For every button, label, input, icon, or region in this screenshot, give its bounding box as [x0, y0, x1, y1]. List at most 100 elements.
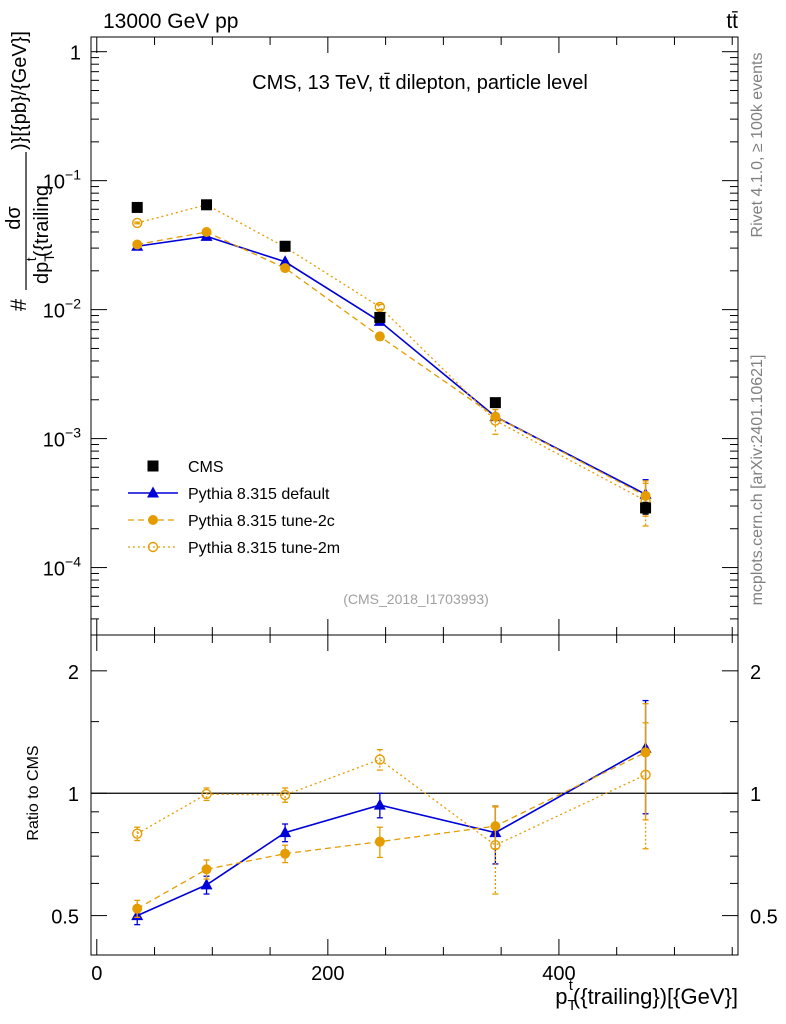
main-point-default	[279, 255, 292, 267]
ratio-point-tune2c	[280, 848, 291, 859]
y-tick-exponent: −3	[65, 425, 81, 441]
ratio-point-tune2m	[279, 789, 291, 801]
main-line-default	[137, 235, 646, 495]
legend-item-tune2c: Pythia 8.315 tune-2c	[128, 513, 335, 530]
main-point-tune2c	[374, 331, 385, 342]
y-label-prefix: #	[6, 298, 31, 311]
y-label-den-rest: ({trailing	[31, 185, 53, 257]
main-point-cms	[201, 199, 213, 211]
legend-marker-cms	[147, 460, 159, 472]
legend-marker-default	[147, 486, 159, 498]
ratio-axis-ticks: 0.5 0.5 1 1 2 2 0 200 400	[51, 635, 778, 985]
main-point-tune2c	[280, 263, 291, 274]
x-tick-label: 400	[542, 963, 575, 985]
ratio-plot-frame	[90, 634, 739, 956]
ratio-y-tick-label-right: 0.5	[750, 907, 778, 929]
y-label-denominator: dpTt({trailing	[23, 185, 57, 284]
legend-label-tune2c: Pythia 8.315 tune-2c	[188, 513, 335, 530]
ratio-line-tune2c	[136, 751, 646, 910]
y-tick-exponent: −2	[65, 296, 81, 312]
x-axis-label: pTt({trailing})[{GeV}]	[555, 977, 738, 1014]
y-tick-base: 10	[43, 430, 65, 452]
ratio-point-tune2c	[490, 821, 501, 832]
legend-item-default: Pythia 8.315 default	[128, 486, 330, 503]
ratio-y-tick-label: 1	[68, 784, 79, 806]
y-label-den-sup: t	[23, 257, 39, 261]
ratio-y-tick-label: 2	[68, 662, 79, 684]
main-axis-ticks: 110−110−210−310−4	[43, 37, 738, 636]
ratio-point-default	[373, 798, 386, 810]
x-label-rest: ({trailing})[{GeV}]	[573, 984, 738, 1009]
main-panel: CMS, 13 TeV, tt̄ dilepton, particle leve…	[3, 31, 739, 636]
ratio-line-default	[136, 747, 646, 917]
main-y-tick-label: 1	[70, 43, 81, 65]
ratio-y-tick-label-right: 1	[750, 784, 761, 806]
ratio-line-tune2m	[136, 758, 646, 846]
ratio-point-tune2c	[374, 836, 385, 847]
main-point-tune2m	[374, 301, 386, 313]
main-point-tune2c	[201, 226, 212, 237]
main-y-axis-label: # dσ dpTt({trailing )}[{pb}/{GeV}]	[3, 31, 57, 311]
main-series-group	[131, 199, 652, 527]
ratio-point-tune2c	[201, 864, 212, 875]
main-y-tick-label: 10−3	[43, 425, 81, 452]
y-label-suffix: )}[{pb}/{GeV}]	[9, 31, 31, 150]
ratio-y-tick-label-right: 2	[750, 662, 761, 684]
ratio-y-axis-label: Ratio to CMS	[25, 745, 42, 840]
main-line-tune2c	[137, 231, 646, 497]
main-line-tune2m	[137, 204, 646, 502]
legend-label-cms: CMS	[188, 459, 224, 476]
legend-item-tune2m: Pythia 8.315 tune-2m	[128, 540, 340, 557]
main-point-cms	[131, 201, 143, 213]
main-y-tick-label: 10−4	[43, 554, 81, 581]
process-label: tt̄	[726, 10, 738, 33]
ratio-series-default	[131, 699, 652, 926]
main-chart-title: CMS, 13 TeV, tt̄ dilepton, particle leve…	[252, 72, 588, 94]
legend: CMS Pythia 8.315 default Pythia 8.315 tune…	[128, 459, 340, 557]
main-point-cms	[374, 311, 386, 323]
mcplots-label: mcplots.cern.ch [arXiv:2401.10621]	[749, 355, 766, 606]
ratio-y-tick-label: 0.5	[51, 907, 79, 929]
main-point-tune2m	[490, 415, 501, 426]
ratio-point-tune2m	[374, 754, 386, 765]
x-tick-label: 200	[311, 963, 344, 985]
main-point-cms	[640, 502, 652, 514]
y-label-numerator: dσ	[3, 206, 25, 230]
legend-label-default: Pythia 8.315 default	[188, 486, 330, 503]
y-tick-base: 10	[43, 301, 65, 323]
legend-label-tune2m: Pythia 8.315 tune-2m	[188, 540, 340, 557]
main-point-cms	[489, 397, 501, 409]
y-tick-base: 10	[43, 172, 65, 194]
ratio-point-tune2m	[490, 839, 501, 851]
legend-item-cms: CMS	[147, 459, 224, 476]
watermark: (CMS_2018_I1703993)	[343, 591, 489, 607]
x-tick-label: 0	[91, 963, 102, 985]
ratio-point-default	[279, 826, 292, 838]
legend-marker-tune2c	[148, 515, 158, 525]
ratio-point-tune2c	[132, 903, 143, 914]
main-y-tick-label: 10−1	[43, 167, 81, 194]
ratio-series-group	[131, 699, 652, 926]
main-point-tune2c	[132, 239, 143, 250]
y-label-den-sub: T	[41, 253, 57, 262]
ratio-series-tune2m	[132, 722, 651, 895]
main-point-cms	[279, 240, 291, 252]
main-point-tune2m	[132, 217, 143, 229]
main-series-cms	[131, 199, 652, 515]
y-tick-base: 10	[43, 559, 65, 581]
y-label-den-main: dp	[31, 262, 53, 284]
x-label-sup: t	[569, 977, 574, 994]
ratio-point-tune2m	[201, 788, 212, 800]
main-series-tune2m	[132, 199, 651, 527]
legend-marker-tune2m	[147, 541, 159, 553]
ratio-point-tune2m	[132, 828, 143, 839]
ratio-panel: 0.5 0.5 1 1 2 2 0 200 400 Ratio to CMS pTt({trai…	[25, 634, 778, 1014]
y-tick-base: 1	[70, 43, 81, 65]
x-label-sub: T	[568, 997, 577, 1014]
main-y-tick-label: 10−2	[43, 296, 81, 323]
y-tick-exponent: −1	[65, 167, 81, 183]
ratio-point-default	[200, 878, 213, 890]
ratio-point-tune2m	[640, 769, 651, 780]
energy-label: 13000 GeV pp	[103, 10, 238, 33]
